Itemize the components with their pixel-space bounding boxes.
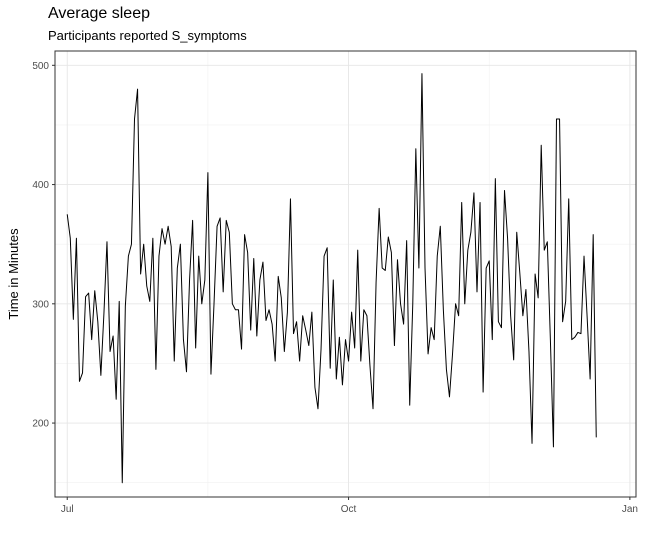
x-tick-label: Jan (622, 504, 638, 515)
y-tick-label: 300 (32, 299, 49, 310)
y-tick-label: 500 (32, 61, 49, 72)
axis-layer: 200 300 400 500 Jul Oct Jan (32, 61, 638, 515)
grid-layer (55, 51, 636, 497)
series-line (66, 73, 597, 484)
line-layer (66, 73, 597, 484)
chart-title: Average sleep (48, 5, 150, 22)
y-axis-title: Time in Minutes (6, 228, 21, 320)
y-tick-label: 400 (32, 180, 49, 191)
panel-border (54, 50, 637, 498)
x-tick-label: Jul (61, 504, 74, 515)
y-tick-label: 200 (32, 419, 49, 430)
x-tick-label: Oct (341, 504, 357, 515)
chart-subtitle: Participants reported S_symptoms (48, 28, 247, 43)
